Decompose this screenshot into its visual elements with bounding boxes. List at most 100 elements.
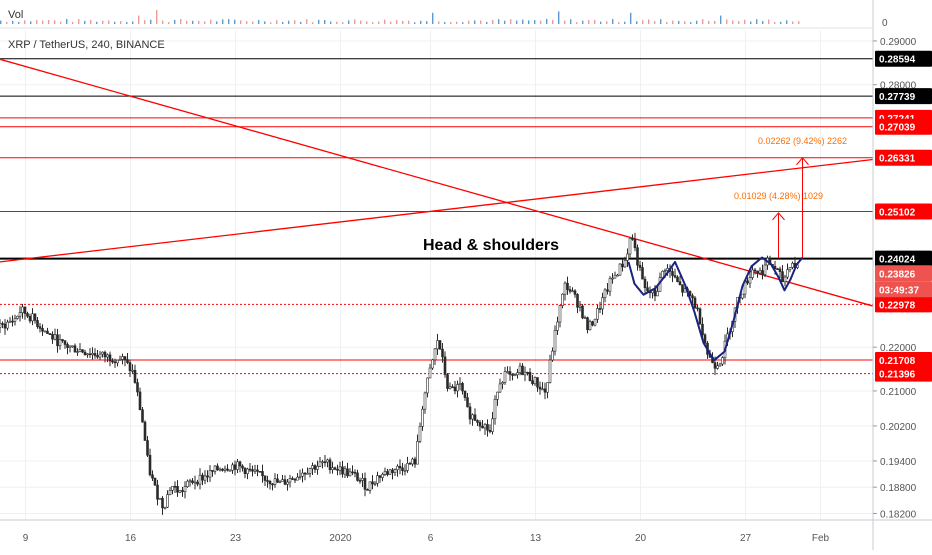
candle-body	[276, 478, 279, 483]
candle-body	[598, 308, 602, 310]
candle-body	[113, 361, 117, 364]
candle-body	[388, 469, 392, 475]
candle-body	[238, 461, 242, 467]
candle-body	[311, 465, 314, 469]
volume-bar	[504, 20, 506, 24]
volume-bar	[318, 19, 320, 24]
x-tick-label: 2020	[329, 533, 352, 544]
candle-body	[533, 377, 537, 385]
candle-body	[603, 289, 607, 298]
candle-body	[218, 468, 222, 471]
volume-axis-tick: 0	[882, 18, 888, 29]
candle-body	[508, 371, 512, 375]
volume-bar	[6, 21, 8, 24]
candle-body	[328, 459, 332, 470]
candle-body	[478, 422, 482, 427]
candle-body	[473, 414, 477, 421]
x-tick-label: 6	[428, 533, 434, 544]
volume-bar	[354, 19, 356, 24]
candle-body	[673, 275, 677, 278]
candle-body	[198, 474, 202, 485]
volume-bar	[114, 21, 116, 24]
volume-bar	[264, 21, 266, 24]
candle-body	[601, 297, 604, 310]
volume-bar	[366, 21, 368, 24]
candle-body	[468, 406, 472, 420]
volume-bar	[132, 21, 134, 24]
volume-bar	[84, 20, 86, 24]
volume-bar	[552, 20, 554, 24]
last-price-badge: 0.23826	[879, 269, 916, 280]
x-tick-label: 13	[530, 533, 542, 544]
candle-body	[421, 408, 424, 427]
candle-body	[678, 281, 682, 286]
candle-body	[501, 382, 504, 385]
candle-body	[338, 466, 342, 471]
candle-body	[163, 506, 167, 509]
trendline[interactable]	[0, 58, 874, 307]
volume-bar	[474, 20, 476, 24]
price-badge-0.21708-bg	[875, 351, 932, 368]
candle-body	[48, 333, 52, 335]
candle-body	[506, 371, 509, 373]
candle-body	[68, 345, 72, 348]
candle-body	[43, 330, 47, 333]
volume-bar	[216, 21, 218, 24]
volume-bar	[342, 22, 344, 24]
volume-bar	[396, 20, 398, 24]
candle-body	[178, 490, 182, 493]
candle-body	[786, 269, 789, 278]
candle-body	[256, 469, 259, 472]
candle-body	[96, 355, 99, 358]
head-and-shoulders-path[interactable]	[627, 256, 804, 362]
candle-body	[451, 386, 454, 389]
candle-body	[413, 458, 417, 465]
candle-body	[143, 421, 147, 441]
candle-body	[171, 485, 174, 491]
candle-body	[696, 307, 699, 310]
candle-body	[783, 276, 787, 283]
x-tick-label: 20	[635, 533, 647, 544]
candle-body	[568, 289, 572, 292]
volume-bar	[60, 21, 62, 24]
candle-body	[336, 468, 339, 471]
price-badge-0.26331: 0.26331	[879, 154, 916, 165]
candle-body	[491, 418, 494, 432]
candle-body	[86, 353, 89, 356]
candle-body	[291, 478, 294, 480]
volume-bar	[90, 19, 92, 24]
price-badge-0.21396-bg	[875, 365, 932, 382]
candle-body	[761, 270, 764, 275]
volume-bar	[702, 19, 704, 24]
candle-body	[108, 354, 112, 362]
candle-body	[318, 461, 322, 467]
volume-bar	[576, 22, 578, 24]
candle-body	[91, 353, 94, 355]
candle-body	[33, 313, 37, 321]
candle-body	[531, 380, 534, 385]
volume-bar	[372, 22, 374, 24]
candle-body	[481, 425, 484, 429]
candle-body	[383, 471, 387, 475]
candle-body	[323, 461, 327, 464]
volume-bar	[762, 20, 764, 24]
candle-body	[671, 271, 674, 276]
candle-body	[56, 334, 59, 347]
candle-body	[423, 392, 427, 410]
volume-bar	[450, 22, 452, 24]
trendline[interactable]	[0, 158, 874, 263]
price-badge-0.25102-bg	[875, 203, 932, 220]
candle-body	[646, 287, 649, 292]
candle-body	[118, 359, 122, 361]
candle-body	[106, 354, 109, 358]
y-tick-label: 0.21000	[880, 387, 917, 398]
volume-bar	[738, 21, 740, 24]
price-badge-0.22978: 0.22978	[879, 300, 916, 311]
candle-body	[368, 481, 372, 491]
candle-body	[663, 270, 667, 272]
candle-body	[376, 475, 379, 484]
price-badge-0.22978-bg	[875, 296, 932, 313]
candle-body	[588, 321, 592, 331]
